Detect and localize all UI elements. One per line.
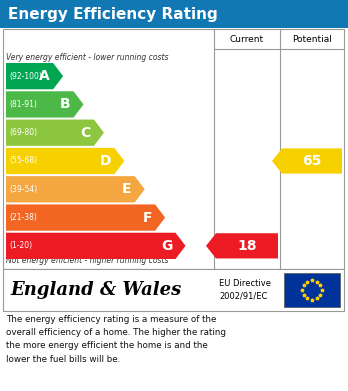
Polygon shape [6,63,63,89]
Text: EU Directive
2002/91/EC: EU Directive 2002/91/EC [219,279,271,301]
Bar [0,0,348,28]
Bar [284,273,340,307]
Text: (92-100): (92-100) [9,72,42,81]
Text: Not energy efficient - higher running costs: Not energy efficient - higher running co… [6,256,168,265]
Text: C: C [81,126,91,140]
Text: Energy Efficiency Rating: Energy Efficiency Rating [8,7,218,22]
Text: England & Wales: England & Wales [10,281,181,299]
Text: (1-20): (1-20) [9,241,32,250]
Bar [3,269,344,311]
Polygon shape [6,176,145,203]
Text: (39-54): (39-54) [9,185,37,194]
Text: G: G [161,239,173,253]
Polygon shape [6,148,124,174]
Text: (69-80): (69-80) [9,128,37,137]
Text: 65: 65 [302,154,322,168]
Polygon shape [206,233,278,258]
Text: E: E [122,182,132,196]
Polygon shape [6,120,104,146]
Text: F: F [143,211,152,224]
Text: (55-68): (55-68) [9,156,37,165]
Text: Very energy efficient - lower running costs: Very energy efficient - lower running co… [6,53,168,62]
Polygon shape [6,204,165,231]
Text: A: A [39,69,50,83]
Text: D: D [100,154,111,168]
Bar [3,29,344,269]
Polygon shape [272,148,342,174]
Text: B: B [60,97,71,111]
Polygon shape [6,91,84,118]
Text: Current: Current [230,34,264,43]
Text: (81-91): (81-91) [9,100,37,109]
Text: (21-38): (21-38) [9,213,37,222]
Text: The energy efficiency rating is a measure of the
overall efficiency of a home. T: The energy efficiency rating is a measur… [6,315,226,364]
Text: 18: 18 [237,239,257,253]
Polygon shape [6,233,185,259]
Text: Potential: Potential [292,34,332,43]
